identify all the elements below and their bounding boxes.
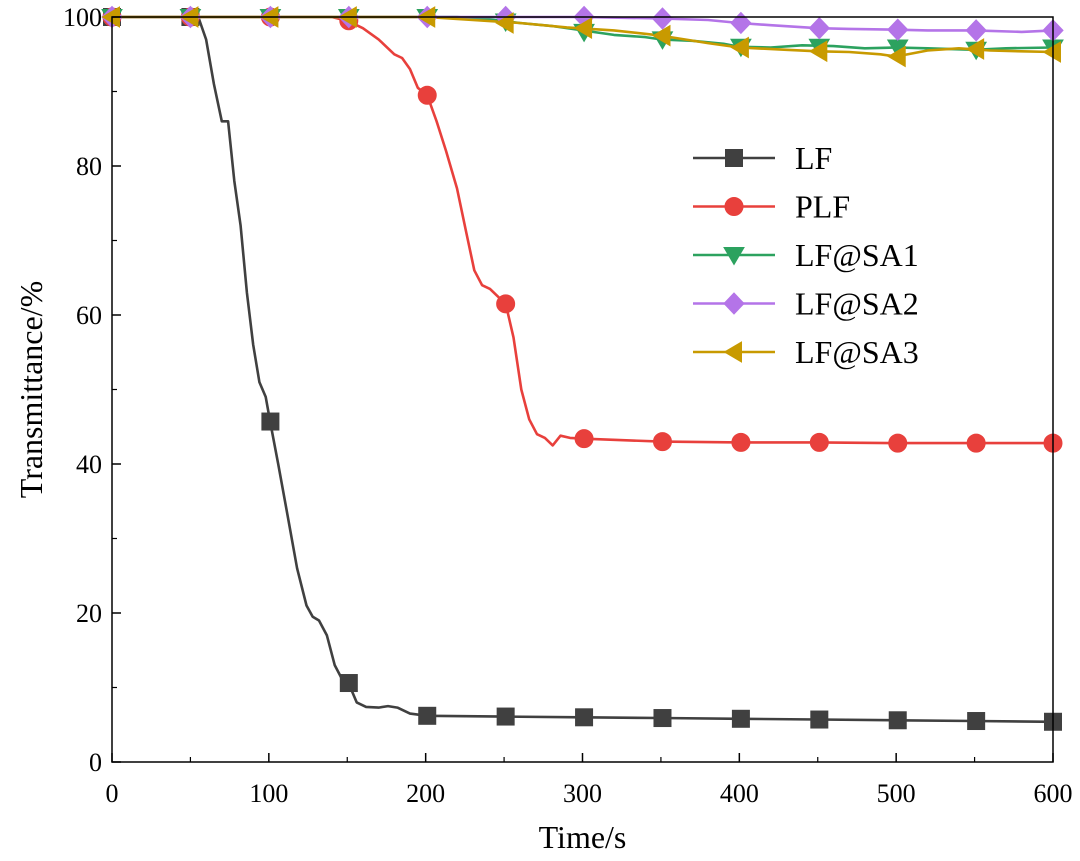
legend-marker-lf [725,149,743,167]
data-point-lf-sa3 [573,17,593,40]
data-point-plf [809,432,829,452]
series-line-lf [112,15,1054,724]
data-point-plf [417,85,437,105]
data-point-plf [731,432,751,452]
data-point-plf [496,294,516,314]
data-point-lf-sa3 [965,38,985,60]
data-point-lf-sa3 [887,45,906,68]
data-point-lf [967,712,986,731]
data-point-lf [810,710,829,729]
legend: LF PLF LF@SA1 LF@SA2 LF@SA3 [693,140,919,370]
x-tick-label: 600 [1034,779,1073,808]
x-tick-label: 200 [406,779,445,808]
legend-label-lf: LF [795,140,832,176]
data-point-lf [496,707,515,726]
data-point-lf-sa3 [808,40,828,63]
legend-marker-lf-sa1 [723,247,745,266]
data-point-lf-sa2 [730,11,752,35]
data-point-lf [653,709,672,728]
data-point-lf-sa2 [651,7,674,30]
legend-label-plf: PLF [795,189,850,225]
y-tick-label: 0 [89,748,102,777]
series-line-plf [112,15,1053,447]
legend-marker-plf [724,197,744,216]
y-tick-label: 80 [76,152,102,181]
y-tick-label: 40 [76,450,102,479]
data-point-lf-sa2 [808,16,831,40]
legend-label-lf-sa2: LF@SA2 [795,286,919,322]
data-point-plf [966,433,986,453]
data-point-plf [574,429,594,449]
data-point-plf [652,432,672,452]
x-tick-label: 500 [877,779,916,808]
data-point-lf [888,711,907,730]
data-point-lf [731,709,750,728]
y-axis-title: Transmittance/% [13,281,49,498]
y-tick-label: 20 [76,599,102,628]
legend-label-lf-sa3: LF@SA3 [795,334,919,370]
data-point-lf-sa3 [1042,41,1061,63]
legend-label-lf-sa1: LF@SA1 [795,237,919,273]
data-point-lf-sa3 [495,12,514,34]
plot-markers [101,5,1064,731]
data-point-lf [418,706,437,725]
data-point-lf-sa3 [651,24,671,47]
series-line-lf-sa3 [112,15,1054,58]
x-tick-label: 100 [249,779,288,808]
data-point-lf [261,412,280,431]
y-axis-ticks: 0 20 40 60 80 100 [63,3,121,777]
x-axis-title: Time/s [539,819,627,855]
data-point-lf-sa3 [730,36,749,59]
x-tick-label: 300 [563,779,602,808]
x-tick-label: 0 [106,779,119,808]
data-point-lf-sa2 [965,19,987,42]
legend-marker-lf-sa2 [723,292,745,315]
x-axis-ticks: 0 100 200 300 400 500 600 [106,753,1073,808]
y-tick-label: 100 [63,3,102,32]
data-point-plf [888,433,908,453]
data-point-lf [575,708,594,727]
data-point-lf [339,674,358,693]
x-tick-label: 400 [720,779,759,808]
y-tick-label: 60 [76,301,102,330]
legend-marker-lf-sa3 [723,341,742,363]
data-point-lf-sa2 [887,18,909,41]
plot-frame [111,16,1054,763]
